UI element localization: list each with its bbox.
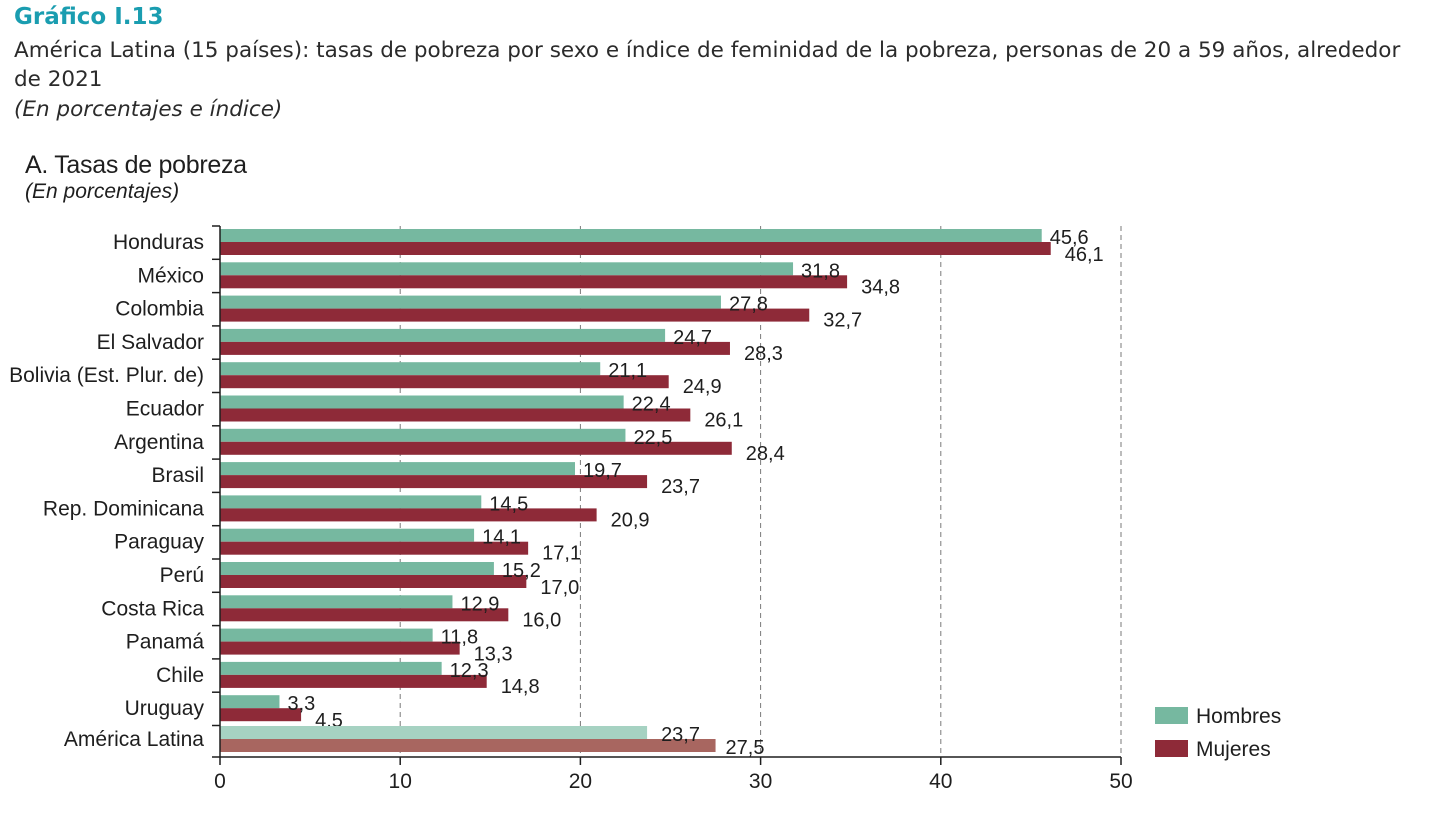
bar-hombres: [220, 362, 601, 376]
bar-mujeres: [220, 308, 810, 322]
figure-label: Gráfico I.13: [14, 4, 164, 30]
bar-hombres: [220, 695, 280, 709]
legend-label: Hombres: [1196, 705, 1281, 728]
data-label-mujeres: 17,1: [542, 543, 581, 565]
data-label-mujeres: 28,4: [746, 443, 785, 465]
bar-hombres: [220, 428, 626, 442]
bar-hombres: [220, 395, 624, 409]
data-label-mujeres: 24,9: [683, 376, 722, 398]
bar-mujeres: [220, 475, 648, 489]
data-label-hombres: 14,5: [489, 493, 528, 515]
bar-mujeres: [220, 408, 691, 422]
x-tick-label: 50: [1109, 770, 1132, 793]
category-label: Argentina: [114, 431, 204, 454]
bar-mujeres: [220, 674, 487, 688]
data-label-hombres: 11,8: [441, 627, 478, 649]
data-label-hombres: 45,6: [1050, 227, 1089, 249]
data-label-mujeres: 14,8: [501, 676, 540, 698]
data-label-hombres: 12,9: [460, 593, 499, 615]
bar-mujeres: [220, 441, 732, 455]
data-label-mujeres: 20,9: [611, 509, 650, 531]
x-tick-label: 10: [389, 770, 412, 793]
bar-mujeres: [220, 242, 1051, 255]
category-label: Panamá: [126, 631, 205, 654]
data-label-hombres: 21,1: [608, 360, 647, 382]
bar-hombres: [220, 328, 666, 342]
bar-hombres: [220, 628, 433, 642]
bar-hombres: [220, 661, 442, 675]
figure-units: (En porcentajes e índice): [14, 97, 283, 122]
category-label: Bolivia (Est. Plur. de): [9, 364, 204, 387]
x-tick-label: 0: [214, 770, 226, 793]
bar-mujeres: [220, 375, 669, 389]
panel-title: A. Tasas de pobreza: [25, 151, 247, 179]
bar-hombres: [220, 595, 453, 609]
data-label-mujeres: 46,1: [1065, 244, 1104, 266]
category-label: Perú: [160, 564, 204, 587]
category-label: Honduras: [113, 231, 204, 254]
bar-hombres: [220, 462, 575, 476]
data-label-mujeres: 23,7: [661, 476, 700, 498]
bar-mujeres: [220, 641, 460, 655]
data-label-mujeres: 34,8: [861, 276, 900, 298]
bar-mujeres: [220, 739, 716, 752]
data-label-hombres: 24,7: [673, 327, 712, 349]
data-label-mujeres: 28,3: [744, 343, 783, 365]
data-label-hombres: 3,3: [287, 693, 315, 715]
category-label: Brasil: [151, 464, 204, 487]
category-label: Rep. Dominicana: [43, 497, 204, 520]
x-tick-label: 30: [749, 770, 772, 793]
legend-swatch: [1155, 707, 1188, 724]
category-label: Paraguay: [114, 531, 204, 554]
figure-title: América Latina (15 países): tasas de pob…: [14, 38, 1401, 92]
bar-hombres: [220, 495, 482, 509]
x-tick-label: 20: [569, 770, 592, 793]
category-label: América Latina: [64, 728, 204, 751]
bar-mujeres: [220, 541, 529, 555]
bar-mujeres: [220, 508, 597, 522]
bar-hombres: [220, 229, 1042, 242]
bar-mujeres: [220, 341, 730, 355]
bar-mujeres: [220, 608, 509, 622]
data-label-mujeres: 17,0: [540, 577, 579, 599]
data-label-hombres: 19,7: [583, 460, 622, 482]
data-label-hombres: 15,2: [502, 560, 541, 582]
bar-mujeres: [220, 575, 527, 588]
data-label-mujeres: 16,0: [522, 609, 561, 631]
data-label-hombres: 23,7: [661, 724, 700, 746]
category-label: México: [137, 264, 204, 287]
data-label-hombres: 14,1: [482, 527, 521, 549]
data-label-hombres: 31,8: [801, 260, 840, 282]
category-label: Costa Rica: [101, 597, 204, 620]
category-label: Colombia: [115, 298, 204, 321]
data-label-mujeres: 13,3: [474, 644, 513, 666]
data-label-mujeres: 26,1: [704, 410, 743, 432]
bar-hombres: [220, 262, 794, 276]
x-tick-label: 40: [929, 770, 952, 793]
bar-mujeres: [220, 275, 848, 289]
bar-hombres: [220, 528, 475, 542]
bar-hombres: [220, 726, 648, 739]
data-label-hombres: 27,8: [729, 294, 768, 316]
category-label: El Salvador: [97, 331, 204, 354]
bar-hombres: [220, 562, 494, 575]
legend-swatch: [1155, 740, 1188, 757]
category-label: Ecuador: [126, 398, 204, 421]
category-label: Chile: [156, 664, 204, 687]
data-label-mujeres: 32,7: [823, 310, 862, 332]
category-label: Uruguay: [125, 697, 205, 720]
data-label-mujeres: 27,5: [726, 737, 765, 759]
panel-subtitle: (En porcentajes): [25, 180, 180, 203]
data-label-hombres: 22,4: [632, 394, 671, 416]
bar-hombres: [220, 295, 721, 309]
legend-label: Mujeres: [1196, 738, 1271, 761]
data-label-hombres: 12,3: [450, 660, 489, 682]
data-label-hombres: 22,5: [633, 427, 672, 449]
bar-mujeres: [220, 708, 302, 722]
